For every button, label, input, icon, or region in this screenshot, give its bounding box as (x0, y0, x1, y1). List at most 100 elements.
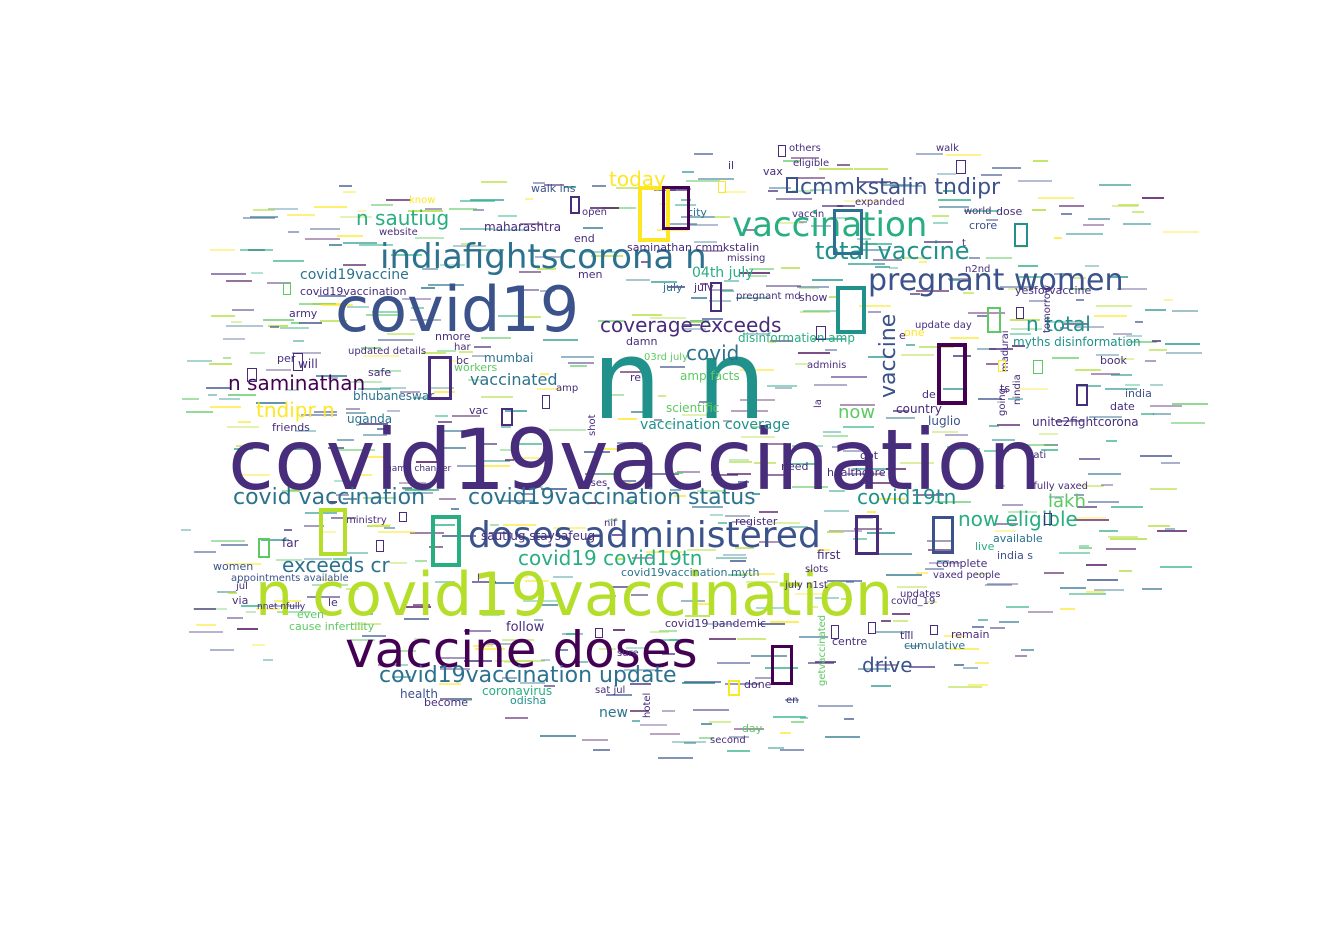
filler-mark (435, 581, 455, 583)
filler-mark (1060, 327, 1069, 329)
filler-mark (321, 304, 353, 306)
filler-mark (1141, 413, 1154, 415)
filler-mark (343, 264, 366, 266)
filler-mark (681, 199, 691, 201)
filler-mark (709, 638, 736, 640)
word: drive (862, 653, 913, 677)
filler-mark (464, 660, 492, 662)
word: 03rd july (644, 352, 688, 363)
filler-mark (440, 264, 465, 266)
filler-mark (348, 381, 382, 383)
filler-mark (741, 436, 775, 438)
filler-mark (1049, 496, 1064, 498)
filler-mark (1047, 321, 1084, 323)
filler-mark (890, 185, 922, 187)
filler-mark (211, 540, 245, 542)
word: vac (469, 404, 489, 417)
filler-mark (372, 311, 399, 313)
filler-mark (503, 524, 536, 526)
filler-mark (1081, 485, 1104, 487)
filler-mark (658, 395, 666, 397)
word: covid19vaccine (300, 267, 409, 283)
word: vaccine (876, 313, 901, 398)
filler-mark (386, 199, 411, 201)
word: cause infertility (289, 620, 375, 633)
filler-mark (250, 216, 278, 218)
filler-mark (490, 524, 499, 526)
filler-mark (613, 629, 625, 631)
word: vaccine doses (345, 621, 698, 679)
filler-mark (953, 355, 971, 357)
filler-mark (682, 414, 716, 416)
word: covid (686, 341, 740, 365)
filler-mark (1011, 328, 1042, 330)
glyph-box (570, 196, 580, 214)
word: n sautiug (356, 206, 450, 230)
filler-mark (422, 268, 438, 270)
filler-mark (1113, 333, 1132, 335)
filler-mark (1088, 473, 1121, 475)
filler-mark (1116, 358, 1134, 360)
filler-mark (825, 349, 837, 351)
filler-mark (328, 377, 338, 379)
filler-mark (535, 256, 562, 258)
filler-mark (359, 244, 393, 246)
filler-mark (812, 279, 843, 281)
filler-mark (387, 333, 415, 335)
filler-mark (681, 216, 715, 218)
filler-mark (841, 598, 852, 600)
word: update day (915, 320, 972, 331)
filler-mark (734, 728, 764, 730)
filler-mark (879, 498, 905, 500)
filler-mark (482, 614, 500, 616)
filler-mark (606, 694, 632, 696)
word: amp (556, 383, 579, 394)
word: yesforvaccine (1015, 284, 1092, 297)
filler-mark (684, 324, 700, 326)
filler-mark (675, 472, 683, 474)
filler-mark (724, 280, 739, 282)
filler-mark (718, 522, 727, 524)
filler-mark (893, 410, 908, 412)
filler-mark (523, 600, 560, 602)
filler-mark (481, 643, 512, 645)
word: follow (506, 620, 545, 635)
word: n saminathan (228, 371, 366, 395)
filler-mark (443, 430, 479, 432)
filler-mark (682, 171, 694, 173)
filler-mark (926, 601, 937, 603)
filler-mark (1086, 591, 1105, 593)
filler-mark (943, 388, 967, 390)
filler-mark (241, 605, 262, 607)
word: appointments available (231, 573, 349, 584)
filler-mark (770, 621, 799, 623)
filler-mark (616, 187, 643, 189)
filler-mark (1150, 405, 1182, 407)
filler-mark (1054, 237, 1062, 239)
word: far (282, 536, 299, 550)
filler-mark (413, 604, 430, 606)
filler-mark (284, 529, 292, 531)
word: exceeds cr (282, 553, 390, 577)
filler-mark (857, 238, 871, 240)
filler-mark (1079, 547, 1092, 549)
filler-mark (537, 268, 556, 270)
filler-mark (924, 241, 953, 243)
filler-mark (989, 425, 999, 427)
filler-mark (768, 341, 776, 343)
filler-mark (404, 618, 429, 620)
word: julv (694, 281, 714, 294)
word: hotel (642, 692, 653, 718)
filler-mark (730, 560, 746, 562)
filler-mark (1119, 570, 1132, 572)
filler-mark (481, 181, 507, 183)
filler-mark (844, 718, 854, 720)
filler-mark (1017, 388, 1048, 390)
filler-mark (408, 210, 443, 212)
filler-mark (945, 434, 968, 436)
filler-mark (1166, 352, 1202, 354)
word: pregnant women (868, 263, 1124, 298)
filler-mark (698, 603, 710, 605)
glyph-box (1033, 360, 1043, 374)
filler-mark (810, 189, 831, 191)
